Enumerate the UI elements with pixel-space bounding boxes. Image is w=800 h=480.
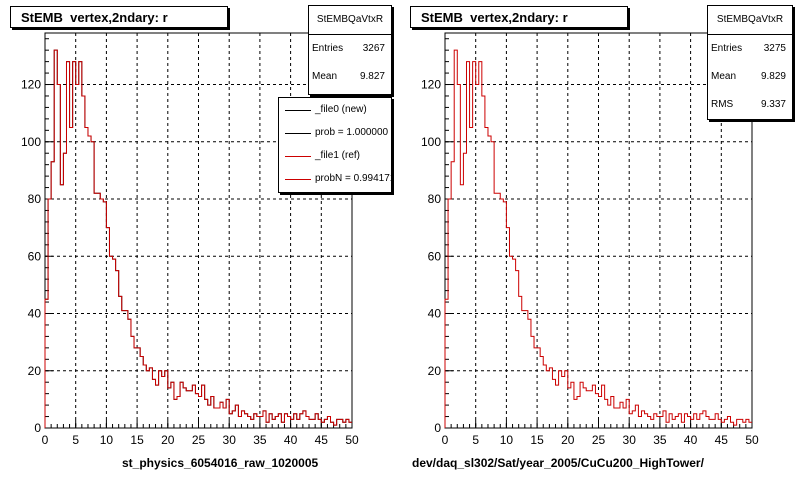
stats-value: 9.337 [760,99,786,110]
x-tick-label: 10 [100,433,114,447]
x-tick-label: 45 [715,433,729,447]
y-tick-label: 40 [28,307,42,321]
stats-key: Entries [711,43,743,54]
x-tick-label: 30 [623,433,637,447]
stats-key: Mean [312,71,338,82]
legend-entry: _file0 (new) [279,99,391,121]
x-tick-label: 0 [442,433,449,447]
legend-entry: probN = 0.994171 [279,168,391,190]
right-stats-name: StEMBQaVtxR [708,6,792,35]
x-tick-label: 25 [192,433,206,447]
x-tick-label: 35 [653,433,667,447]
legend-label: _file0 (new) [315,104,367,115]
stats-value: 3267 [362,43,385,54]
left-stats-row-mean: Mean 9.827 [309,63,391,91]
x-tick-label: 20 [561,433,575,447]
plot-frame [444,32,753,429]
legend-swatch [285,133,311,134]
y-tick-label: 0 [34,421,41,435]
legend-swatch [285,179,311,180]
left-stats-box: StEMBQaVtxR Entries 3267 Mean 9.827 [308,5,392,95]
x-tick-label: 5 [472,433,479,447]
left-stats-name: StEMBQaVtxR [309,6,391,35]
y-tick-label: 120 [21,78,41,92]
x-tick-label: 20 [161,433,175,447]
x-tick-label: 30 [223,433,237,447]
y-tick-label: 0 [434,421,441,435]
y-tick-label: 20 [28,364,42,378]
right-histogram-title: StEMB vertex,2ndary: r [410,6,628,28]
x-tick-label: 40 [284,433,298,447]
x-tick-label: 50 [345,433,359,447]
y-tick-label: 40 [428,307,442,321]
left-stats-row-entries: Entries 3267 [309,35,391,63]
right-histogram-plot: 0 5 10 15 20 25 30 35 40 45 50 0 20 40 60 80 100 120 [421,32,759,447]
y-tick-label: 80 [28,192,42,206]
right-stats-row-entries: Entries 3275 [708,35,792,63]
stats-value: 9.827 [359,71,385,82]
stats-value: 9.829 [760,71,786,82]
y-tick-label: 80 [428,192,442,206]
x-tick-label: 35 [253,433,267,447]
x-tick-label: 10 [500,433,514,447]
left-x-axis-title: st_physics_6054016_raw_1020005 [122,456,319,470]
x-tick-label: 0 [42,433,49,447]
legend-entry: prob = 1.000000 [279,122,391,144]
x-tick-label: 15 [130,433,144,447]
legend-swatch [285,156,311,157]
plot-frame [44,32,353,429]
x-tick-label: 5 [72,433,79,447]
histogram-series-first [444,49,752,428]
right-stats-box: StEMBQaVtxR Entries 3275 Mean 9.829 RMS … [707,5,793,120]
right-stats-row-mean: Mean 9.829 [708,63,792,91]
stats-key: Entries [312,43,344,54]
right-histogram-panel: 0 5 10 15 20 25 30 35 40 45 50 0 20 40 60 80 100 120 StEM… [400,0,800,480]
right-x-axis-title: dev/daq_sl302/Sat/year_2005/CuCu200_High… [412,456,704,470]
stats-key: RMS [711,99,734,110]
y-tick-label: 20 [428,364,442,378]
left-legend: _file0 (new) prob = 1.000000 _file1 (ref… [278,97,392,193]
left-histogram-title: StEMB vertex,2ndary: r [10,6,228,28]
y-tick-label: 100 [421,135,441,149]
left-histogram-panel: 0 5 10 15 20 25 30 35 40 45 50 0 20 40 60 80 100 120 StEM… [10,5,392,470]
y-tick-label: 60 [28,249,42,263]
legend-label: prob = 1.000000 [315,127,389,138]
y-tick-label: 60 [428,249,442,263]
y-tick-label: 100 [21,135,41,149]
legend-label: probN = 0.994171 [315,173,392,184]
y-tick-label: 120 [421,78,441,92]
stats-key: Mean [711,71,737,82]
legend-label: _file1 (ref) [315,150,361,161]
legend-swatch [285,110,311,111]
histogram-series-second [44,49,352,428]
x-tick-label: 40 [684,433,698,447]
x-tick-label: 45 [315,433,329,447]
stats-value: 3275 [763,43,786,54]
x-tick-label: 15 [530,433,544,447]
x-tick-label: 50 [745,433,759,447]
right-stats-row-rms: RMS 9.337 [708,91,792,119]
legend-entry: _file1 (ref) [279,145,391,167]
x-tick-label: 25 [592,433,606,447]
